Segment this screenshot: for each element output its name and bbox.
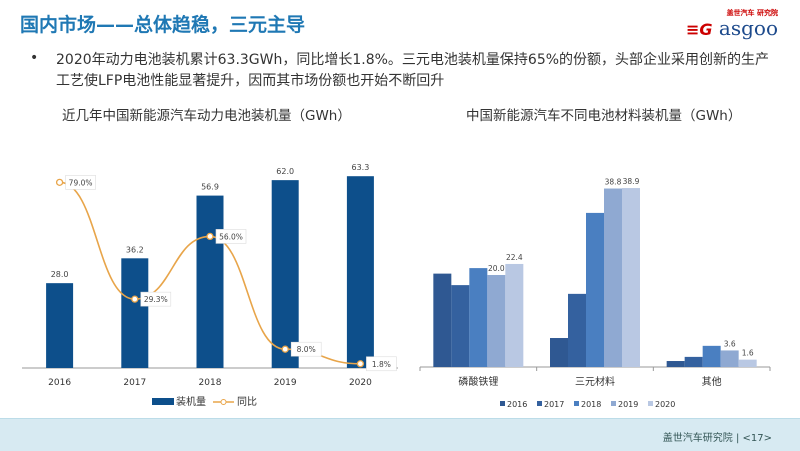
x-tick-2017: 2017 [123,378,146,388]
x-tick-2018: 2018 [199,378,222,388]
x-tick-0: 磷酸铁锂 [458,375,498,388]
legend-label-2017: 2017 [544,400,564,409]
yoy-point-2017 [131,295,139,303]
legend-label-2019: 2019 [618,400,638,409]
bar-label-2019: 62.0 [276,167,294,176]
bar-2016-0 [433,273,452,367]
legend-line-marker [220,399,227,405]
legend-swatch-2018 [574,401,579,406]
bar-label-2017: 36.2 [126,245,144,254]
footer-text: 盖世汽车研究院 | <17> [662,433,772,444]
yoy-label-box-2018 [215,229,247,244]
left-chart-title: 近几年中国新能源汽车动力电池装机量（GWh） [62,108,351,124]
bar-2020-2 [738,359,757,367]
x-tick-2: 其他 [702,375,722,388]
bar-2017-0 [451,285,470,367]
page-title: 国内市场——总体趋稳，三元主导 [20,14,306,36]
bar-label-2016: 28.0 [51,270,69,279]
bar-2018-2 [702,345,721,367]
bar-2020-0 [505,263,524,367]
bar-2016-2 [666,361,685,367]
yoy-point-2018 [206,232,214,241]
bar-2019 [271,180,299,368]
yoy-label-box-2019 [290,341,322,357]
bar-label-2019-0: 20.0 [488,264,505,273]
bar-label-2020-1: 38.9 [623,177,640,186]
x-tick-2020: 2020 [349,378,372,388]
logo-mark-icon: ≡G [686,20,713,39]
yoy-label-box-2017 [140,291,172,307]
legend-swatch-2020 [648,401,653,406]
material-capacity-chart: 磷酸铁锂 20.022.4 三元材料 38.8 38.9 其他 3.6 1.6 2016 2017… [419,177,771,409]
x-tick-1: 三元材料 [575,375,615,388]
x-tick-2016: 2016 [48,378,71,388]
legend-bar-swatch [152,398,174,405]
yoy-point-2019 [281,345,289,353]
yoy-label-box-2020 [366,356,397,372]
bar-label-2019-2: 3.6 [724,339,736,348]
yoy-point-2016 [55,178,64,187]
bar-2019-1 [604,188,622,367]
yoy-label-2018: 56.0% [219,232,243,241]
legend-swatch-2016 [500,401,505,406]
bar-label-2020-0: 22.4 [506,253,523,262]
right-chart-title: 中国新能源汽车不同电池材料装机量（GWh） [466,108,742,124]
bar-2017 [121,258,149,368]
bar-2020-1 [622,188,640,367]
bar-label-2018: 56.9 [201,183,219,192]
yoy-label-box-2016 [65,175,96,190]
legend-swatch-2017 [537,401,542,406]
bullet-marker: • [30,50,39,66]
legend-bar-label: 装机量 [176,395,206,408]
summary-text: 2020年动力电池装机累计63.3GWh，同比增长1.8%。三元电池装机量保持6… [56,52,770,89]
bar-label-2019-1: 38.8 [605,178,622,187]
legend-label-2018: 2018 [581,400,601,409]
bar-label-2020-2: 1.6 [742,349,754,358]
x-tick-2019: 2019 [274,378,297,388]
bar-2019-2 [720,350,739,367]
bar-2017-1 [568,293,586,367]
bar-2018-1 [586,212,604,367]
yoy-label-2017: 29.3% [144,295,168,304]
legend-line-label: 同比 [237,396,257,408]
bar-2016 [46,283,74,368]
gasgoo-logo: ≡G asgoo 盖世汽车 研究院 [686,9,778,40]
bar-2016-1 [550,338,568,367]
yoy-label-2016: 79.0% [69,178,93,187]
yoy-point-2020 [356,360,365,368]
yoy-label-2019: 8.0% [297,345,316,354]
bar-2018-0 [469,268,488,367]
bar-2018 [196,195,224,368]
bar-2017-2 [684,356,703,367]
bar-2019-0 [487,275,506,367]
legend-label-2020: 2020 [655,400,675,409]
bar-2020 [346,176,374,368]
legend-swatch-2019 [611,401,616,406]
bar-label-2020: 63.3 [351,163,369,172]
yoy-label-2020: 1.8% [372,360,391,369]
installed-capacity-chart: 28.0 2016 36.2 2017 56.9 2018 62.0 2019 63.3 2020… [22,163,398,408]
footer-bar: 盖世汽车研究院 | <17> [0,418,800,451]
legend-label-2016: 2016 [507,400,527,409]
